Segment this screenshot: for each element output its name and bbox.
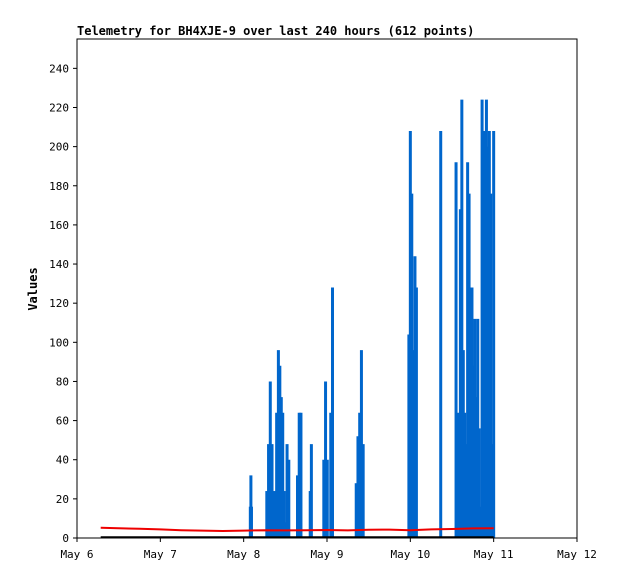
y-tick-label: 40 — [56, 454, 69, 467]
x-tick-label: May 6 — [60, 548, 93, 561]
axis-ticks: 0 20 40 60 80 100 120 140 160 180 200 220 240 May 6 Ma… — [49, 62, 597, 561]
y-tick-label: 120 — [49, 297, 69, 310]
y-tick-label: 220 — [49, 101, 69, 114]
x-tick-label: May 7 — [144, 548, 177, 561]
x-tick-label: May 12 — [557, 548, 597, 561]
y-tick-label: 160 — [49, 219, 69, 232]
y-tick-label: 100 — [49, 336, 69, 349]
x-tick-label: May 11 — [474, 548, 514, 561]
y-tick-label: 200 — [49, 141, 69, 154]
x-tick-label: May 10 — [390, 548, 430, 561]
y-tick-label: 140 — [49, 258, 69, 271]
y-tick-label: 60 — [56, 415, 69, 428]
y-tick-label: 80 — [56, 375, 69, 388]
plot-marks — [100, 99, 496, 539]
y-axis-label: Values — [26, 267, 40, 310]
chart-title: Telemetry for BH4XJE-9 over last 240 hou… — [77, 24, 474, 38]
x-tick-label: May 8 — [227, 548, 260, 561]
y-tick-label: 20 — [56, 493, 69, 506]
y-tick-label: 0 — [62, 532, 69, 545]
series-line-1 — [100, 526, 494, 533]
y-tick-label: 180 — [49, 180, 69, 193]
x-tick-label: May 9 — [310, 548, 343, 561]
y-tick-label: 240 — [49, 62, 69, 75]
